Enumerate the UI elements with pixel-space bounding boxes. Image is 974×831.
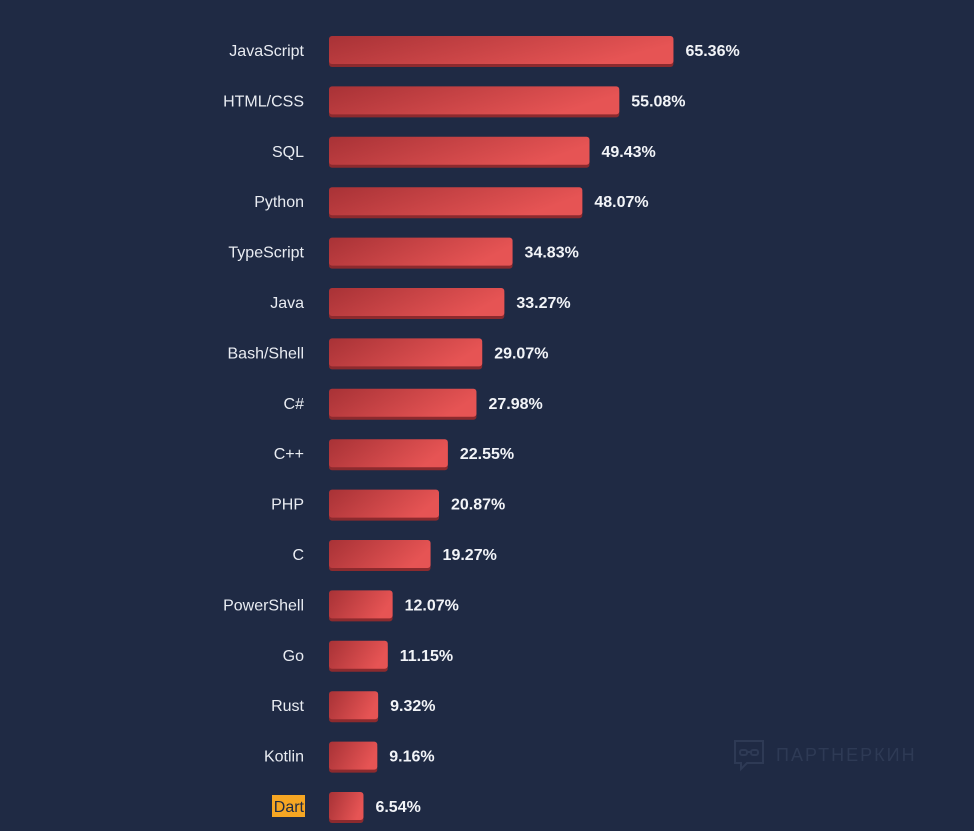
bar — [329, 86, 620, 115]
value-label: 33.27% — [516, 295, 570, 312]
value-label: 22.55% — [460, 446, 514, 463]
bar — [329, 338, 483, 367]
value-label: 11.15% — [400, 648, 453, 665]
bar-row: C++ 22.55% — [274, 439, 514, 471]
bar — [329, 237, 513, 266]
value-label: 34.83% — [525, 245, 579, 262]
bar — [329, 288, 505, 316]
bar-row: Bash/Shell 29.07% — [228, 338, 548, 370]
category-label: SQL — [272, 144, 304, 161]
category-label: Python — [254, 194, 304, 211]
bar — [329, 741, 378, 770]
bar-row: Rust 9.32% — [271, 691, 435, 723]
category-label: PowerShell — [223, 597, 304, 614]
bar — [329, 36, 674, 64]
chat-glasses-icon — [734, 740, 764, 772]
bar-row: TypeScript 34.83% — [228, 237, 579, 269]
bar — [329, 590, 393, 619]
bar — [329, 640, 388, 669]
value-label: 9.32% — [390, 698, 435, 715]
value-label: 9.16% — [389, 749, 434, 766]
category-label: TypeScript — [228, 245, 304, 262]
category-label: Java — [270, 295, 304, 312]
category-label: Go — [283, 648, 304, 665]
category-label: HTML/CSS — [223, 93, 304, 110]
bar-row: C 19.27% — [292, 540, 497, 571]
bar-row: Go 11.15% — [283, 640, 453, 672]
bar-row: HTML/CSS 55.08% — [223, 86, 686, 118]
category-label: JavaScript — [229, 43, 304, 60]
category-label: C# — [284, 396, 305, 413]
bar — [329, 187, 583, 216]
value-label: 12.07% — [405, 597, 459, 614]
bar-row: C# 27.98% — [284, 388, 543, 420]
category-label: Bash/Shell — [228, 345, 305, 362]
category-label: Rust — [271, 698, 304, 715]
category-label: C — [292, 547, 304, 564]
bar-row: SQL 49.43% — [272, 136, 656, 168]
bar — [329, 388, 477, 417]
value-label: 65.36% — [685, 43, 739, 60]
watermark-text: ПАРТНЕРКИН — [776, 744, 917, 765]
bar-row: Dart 6.54% — [272, 792, 421, 823]
value-label: 27.98% — [488, 396, 542, 413]
value-label: 49.43% — [601, 144, 655, 161]
category-label: PHP — [271, 497, 304, 514]
category-label: C++ — [274, 446, 304, 463]
bar — [329, 691, 379, 720]
value-label: 20.87% — [451, 497, 505, 514]
bar-row: JavaScript 65.36% — [229, 36, 740, 67]
bar — [329, 792, 364, 820]
value-label: 48.07% — [594, 194, 648, 211]
bar-row: PHP 20.87% — [271, 489, 505, 521]
watermark: ПАРТНЕРКИН — [732, 738, 917, 772]
category-label: Kotlin — [264, 749, 304, 766]
bar-row: Kotlin 9.16% — [264, 741, 435, 773]
value-label: 19.27% — [443, 547, 497, 564]
bar — [329, 540, 431, 568]
value-label: 29.07% — [494, 345, 548, 362]
bar — [329, 489, 439, 518]
highlight-marker — [272, 795, 305, 817]
category-label: Dart — [274, 799, 305, 816]
bar — [329, 136, 590, 165]
bar-row: PowerShell 12.07% — [223, 590, 459, 622]
value-label: 55.08% — [631, 93, 685, 110]
bars-group: JavaScript 65.36% HTML/CSS 55.08% SQL 49.43% P… — [223, 36, 740, 823]
value-label: 6.54% — [375, 799, 420, 816]
bar-row: Java 33.27% — [270, 288, 571, 319]
bar — [329, 439, 448, 468]
bar-row: Python 48.07% — [254, 187, 649, 219]
